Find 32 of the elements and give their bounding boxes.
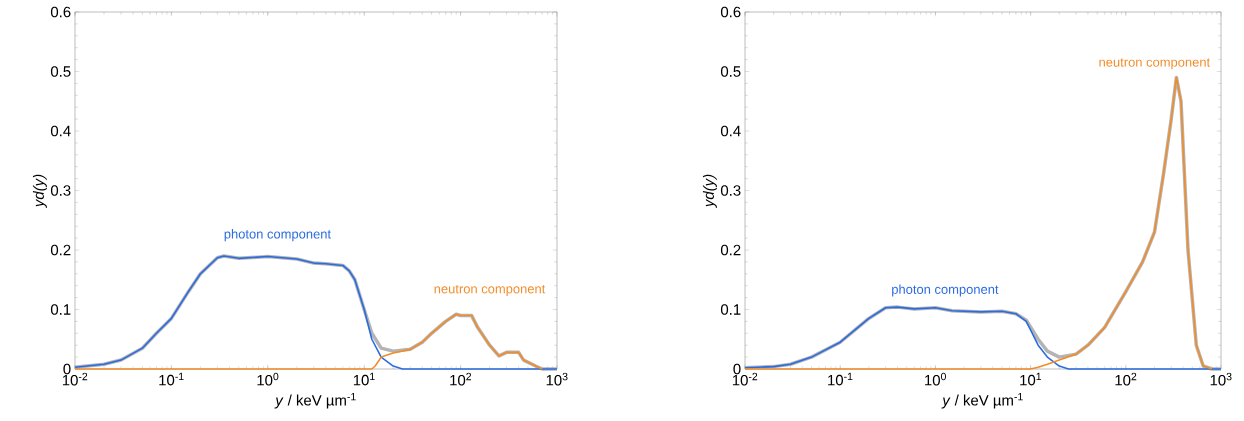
x-tick-label: 10$^{1}$	[1020, 372, 1042, 386]
y-tick-label: 0	[733, 363, 741, 375]
y-tick-label: 0.1	[720, 304, 741, 315]
y-axis-title: yd(y)	[32, 174, 47, 208]
annotation: neutron component	[434, 284, 546, 296]
annotation: neutron component	[1099, 58, 1211, 70]
y-tick-label: 0	[63, 363, 71, 375]
x-tick-label: 10$^{0}$	[925, 372, 946, 386]
annotation: photon component	[224, 229, 331, 242]
y-tick-label: 0.2	[50, 244, 71, 256]
annotation: photon component	[892, 284, 999, 297]
y-tick-label: 0.4	[50, 125, 71, 137]
y-tick-label: 0.5	[50, 66, 71, 77]
x-tick-label: 10$^{-1}$	[828, 372, 853, 386]
y-tick-label: 0.3	[720, 185, 741, 196]
y-tick-label: 0.5	[720, 66, 741, 77]
x-tick-label: 10$^{3}$	[546, 372, 568, 386]
y-tick-label: 0.2	[720, 244, 741, 256]
x-tick-label: 10$^{1}$	[353, 372, 375, 386]
x-tick-label: 10$^{2}$	[1115, 372, 1137, 386]
x-tick-label: 10$^{0}$	[257, 372, 279, 386]
y-tick-label: 0.1	[50, 304, 71, 315]
x-tick-label: 10$^{2}$	[450, 372, 472, 386]
y-axis-title: yd(y)	[702, 174, 717, 208]
x-tick-label: 10$^{3}$	[1210, 372, 1232, 386]
y-tick-label: 0.3	[50, 185, 71, 196]
y-tick-label: 0.6	[50, 6, 71, 18]
y-tick-label: 0.6	[720, 6, 741, 18]
x-axis-title: y / keV µm$^{-1}$	[941, 393, 1023, 409]
x-axis-title: y / keV µm$^{-1}$	[274, 393, 356, 409]
y-tick-label: 0.4	[720, 125, 741, 137]
x-tick-label: 10$^{-1}$	[159, 372, 184, 386]
